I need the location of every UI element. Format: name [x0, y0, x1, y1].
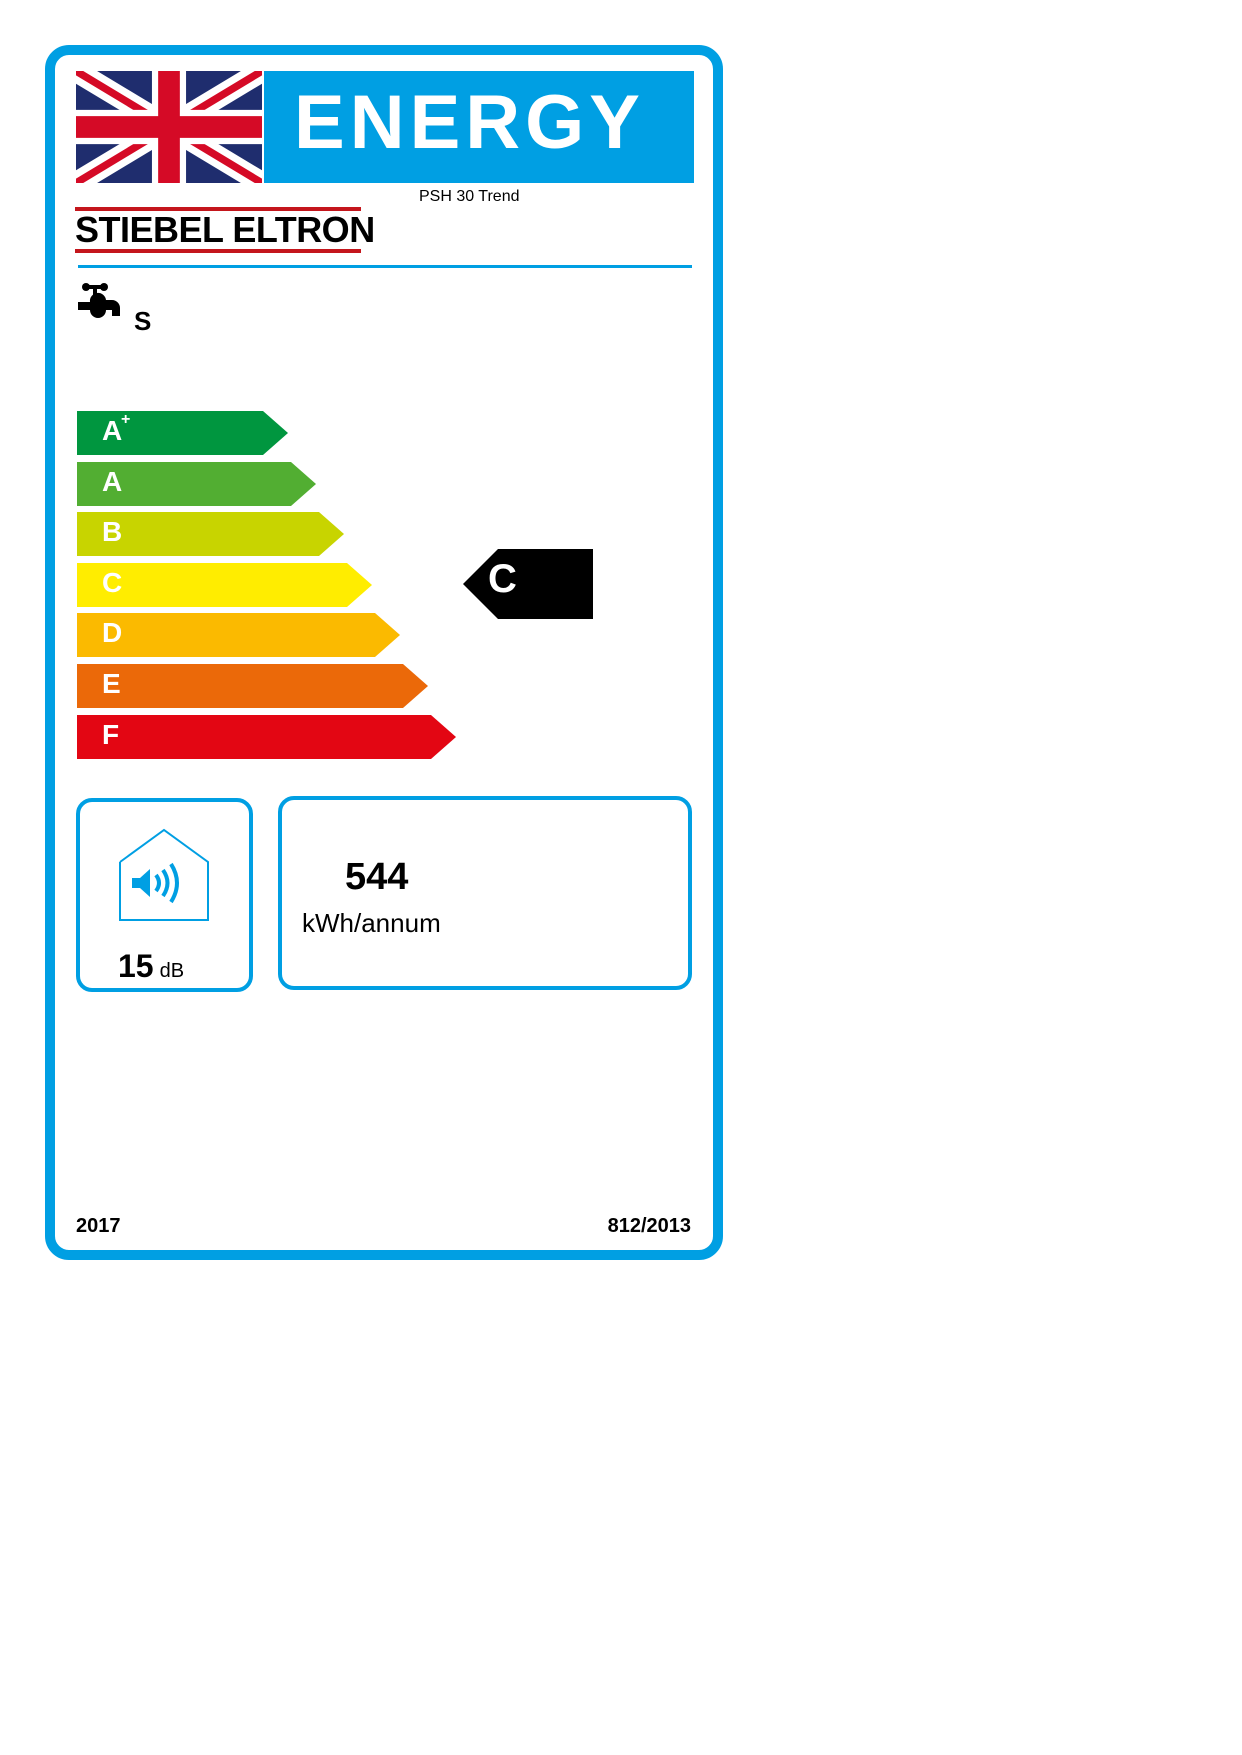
class-bar: D: [77, 613, 400, 658]
consumption-unit: kWh/annum: [302, 908, 441, 938]
class-bar: A: [77, 461, 316, 506]
class-label: B: [102, 516, 123, 548]
class-bar: C: [77, 562, 372, 607]
class-label-sup: +: [121, 411, 131, 428]
class-bar: F: [77, 714, 456, 759]
class-label: A: [102, 415, 123, 446]
class-label: D: [102, 617, 123, 649]
uk-flag-icon: [76, 71, 262, 183]
noise-box: 15 dB: [76, 798, 253, 992]
water-tap-icon: [78, 283, 120, 318]
regulation-number: 812/2013: [607, 1215, 691, 1237]
noise-value: 15 dB: [118, 948, 184, 985]
class-label: E: [102, 668, 121, 699]
divider: [78, 265, 692, 268]
class-bar: A +: [77, 411, 288, 455]
brand-logo: STIEBEL ELTRON: [75, 207, 375, 253]
consumption-value: 544: [345, 856, 409, 898]
load-profile: S: [134, 306, 152, 336]
class-label: F: [102, 718, 120, 750]
noise-unit: dB: [159, 960, 185, 982]
class-label: C: [102, 566, 123, 598]
energy-header-band: ENERGY: [264, 71, 694, 183]
energy-title: ENERGY: [294, 80, 645, 165]
rating-indicator: C: [463, 549, 593, 623]
class-bar: E: [77, 664, 428, 708]
noise-number: 15: [118, 948, 154, 984]
class-bar: B: [77, 512, 344, 557]
sound-house-icon: [119, 828, 209, 921]
model-name: PSH 30 Trend: [419, 188, 520, 205]
rating-class: C: [488, 557, 517, 601]
label-year: 2017: [76, 1215, 121, 1237]
energy-consumption-box: 544 kWh/annum: [278, 796, 692, 990]
energy-label-frame: [45, 45, 723, 1260]
class-label: A: [102, 465, 123, 497]
